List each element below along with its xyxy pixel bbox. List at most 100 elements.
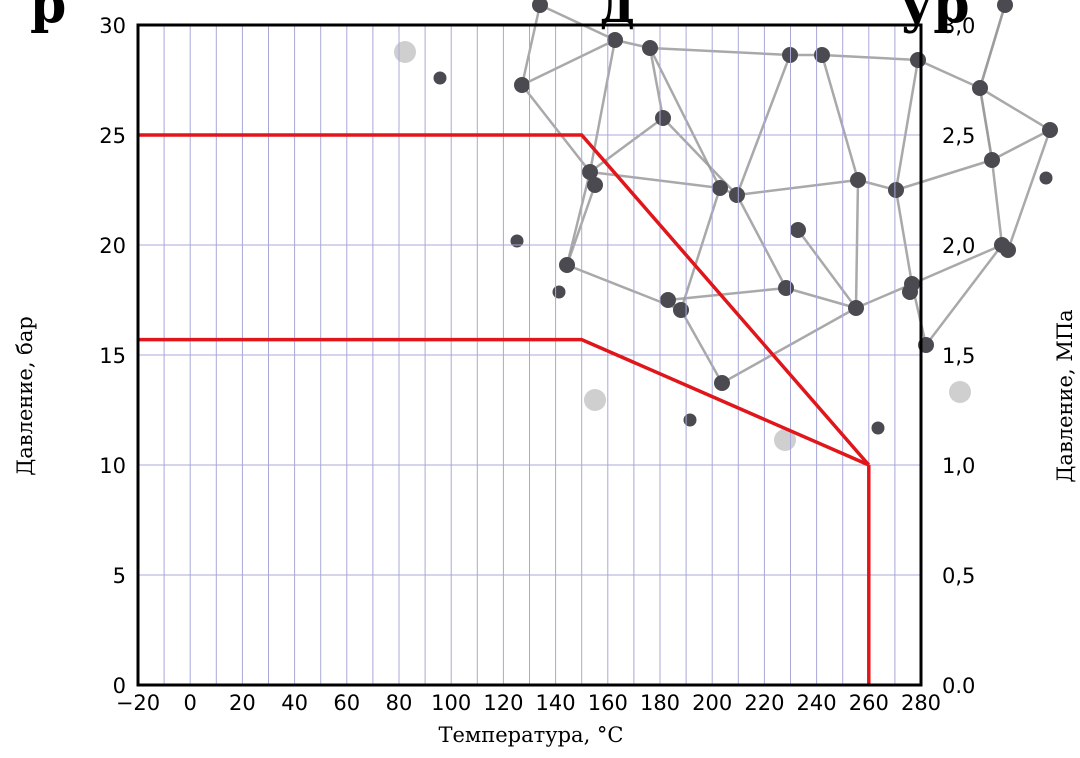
series-line-1 xyxy=(138,133,871,467)
molecule-strut xyxy=(589,170,721,190)
molecule-atom xyxy=(532,0,548,13)
x-axis-title: Температура, °С xyxy=(438,723,623,747)
molecule-strut xyxy=(648,47,722,189)
molecule-atom xyxy=(510,234,524,248)
title-fragment-middle: д xyxy=(600,0,635,35)
molecule-strut xyxy=(736,178,859,197)
molecule-atom xyxy=(984,152,1000,168)
molecule-strut xyxy=(855,282,913,310)
molecule-strut xyxy=(565,171,592,266)
y-tick-label-right: 0.0 xyxy=(942,674,975,698)
molecule-strut xyxy=(565,184,597,266)
y-tick-label-left: 20 xyxy=(99,234,126,258)
y-axis-ticks-right: 0.0 0,5 1,0 1,5 2,0 2,5 3,0 xyxy=(942,14,975,698)
molecule-atom xyxy=(552,285,566,299)
molecule-strut xyxy=(925,244,1003,346)
molecule-strut xyxy=(894,189,914,285)
y-tick-label-left: 0 xyxy=(113,674,126,698)
y-axis-ticks-left: 0 5 10 15 20 25 30 xyxy=(99,14,126,698)
molecule-atom-blurred xyxy=(949,381,971,403)
molecule-strut xyxy=(978,4,1007,89)
x-tick-label: 60 xyxy=(333,691,360,715)
x-tick-label: 80 xyxy=(386,691,413,715)
x-tick-label: 200 xyxy=(692,691,732,715)
molecule-atom xyxy=(433,71,447,85)
molecule-strut xyxy=(721,306,857,385)
x-tick-label: 140 xyxy=(536,691,576,715)
molecule-atom xyxy=(1042,122,1058,138)
plot-frame xyxy=(136,23,923,687)
molecule-atom xyxy=(902,284,918,300)
molecule-atom xyxy=(582,164,598,180)
y-tick-label-left: 25 xyxy=(99,124,126,148)
x-tick-label: 280 xyxy=(901,691,941,715)
molecule-strut xyxy=(895,158,993,192)
molecule-atom xyxy=(910,52,926,68)
x-tick-label: 40 xyxy=(281,691,308,715)
molecule-atom xyxy=(642,40,658,56)
molecule-atom xyxy=(814,47,830,63)
x-tick-label: −20 xyxy=(116,691,160,715)
molecule-strut xyxy=(854,179,860,309)
y-tick-label-right: 2,0 xyxy=(942,234,975,258)
molecule-strut xyxy=(820,54,860,181)
molecule-atom xyxy=(514,77,530,93)
molecule-strut xyxy=(735,54,792,196)
x-tick-label: 220 xyxy=(744,691,784,715)
molecule-strut xyxy=(796,229,858,309)
molecule-atom xyxy=(673,302,689,318)
molecule-strut xyxy=(1006,129,1052,251)
title-fragment-right: ур xyxy=(900,0,970,35)
molecule-atom xyxy=(660,292,676,308)
page-title: р д ур xyxy=(30,0,970,35)
x-tick-label: 180 xyxy=(640,691,680,715)
y-tick-label-left: 30 xyxy=(99,14,126,38)
y-tick-label-left: 10 xyxy=(99,454,126,478)
y-axis-title-right: Давление, МПа xyxy=(1053,309,1077,482)
x-tick-label: 260 xyxy=(849,691,889,715)
y-tick-label-right: 2,5 xyxy=(942,124,975,148)
x-tick-label: 20 xyxy=(229,691,256,715)
molecule-strut xyxy=(735,194,788,289)
molecule-atom-blurred xyxy=(584,389,606,411)
molecule-strut xyxy=(520,4,542,86)
y-axis-title-left: Давление, бар xyxy=(13,316,37,476)
molecule-atom xyxy=(559,257,575,273)
series-group xyxy=(138,133,871,685)
molecule-strut xyxy=(649,46,791,57)
y-tick-label-right: 0,5 xyxy=(942,564,975,588)
series-line-2 xyxy=(138,337,870,467)
molecule-strut xyxy=(991,128,1051,162)
molecule-strut xyxy=(979,86,1051,132)
molecule-atom xyxy=(888,182,904,198)
molecule-atom xyxy=(848,300,864,316)
molecule-atom xyxy=(790,222,806,238)
molecule-atom xyxy=(1039,171,1053,185)
molecule-atom xyxy=(850,172,866,188)
molecule-strut xyxy=(521,38,616,87)
molecule-strut xyxy=(539,3,616,42)
molecule-atom xyxy=(729,187,745,203)
molecule-strut xyxy=(894,59,920,191)
molecule-atom xyxy=(1000,242,1016,258)
x-tick-label: 0 xyxy=(184,691,197,715)
y-tick-label-right: 3,0 xyxy=(942,14,975,38)
molecule-strut xyxy=(648,47,665,119)
y-tick-label-left: 15 xyxy=(99,344,126,368)
molecule-atom xyxy=(972,80,988,96)
molecule-atom xyxy=(714,375,730,391)
molecule-atom xyxy=(587,177,603,193)
molecule-strut xyxy=(785,286,857,310)
molecule-background-image xyxy=(394,0,1058,451)
y-tick-label-left: 5 xyxy=(113,564,126,588)
x-tick-label: 100 xyxy=(431,691,471,715)
molecule-strut xyxy=(821,53,919,62)
x-tick-label: 160 xyxy=(588,691,628,715)
x-tick-label: 240 xyxy=(797,691,837,715)
molecule-atom-blurred xyxy=(394,41,416,63)
molecule-strut xyxy=(990,159,1004,246)
y-tick-label-right: 1,0 xyxy=(942,454,975,478)
molecule-atom xyxy=(683,413,697,427)
molecule-atom xyxy=(997,0,1013,13)
